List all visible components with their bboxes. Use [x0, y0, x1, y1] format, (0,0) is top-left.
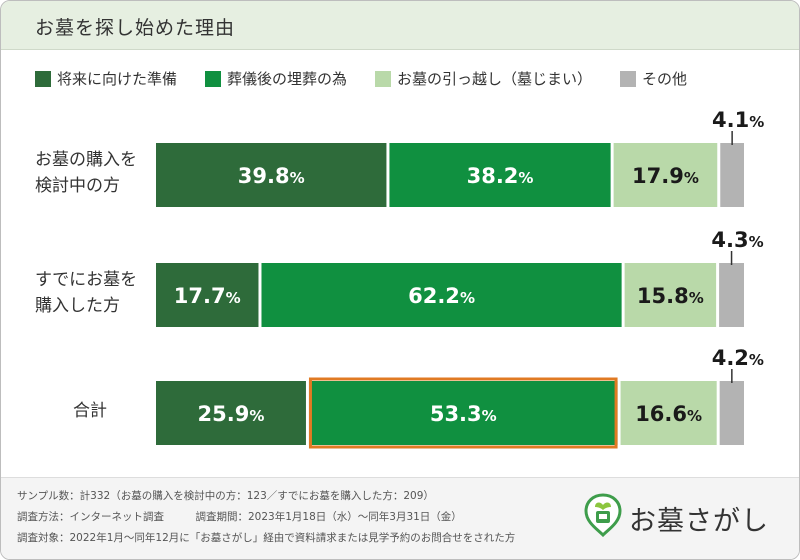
footer-note-sample: サンプル数：計332（お墓の購入を検討中の方：123／すでにお墓を購入した方：2…	[17, 490, 434, 502]
bar-segment-row0-series3	[720, 143, 744, 207]
bar-segment-row0-series0	[156, 143, 387, 207]
row-label-0: お墓の購入を 検討中の方	[35, 147, 137, 199]
data-label-row2-series0: 25.9%	[198, 402, 265, 426]
data-label-row1-series0: 17.7%	[174, 284, 241, 308]
chart-title: お墓を探し始めた理由	[35, 17, 236, 39]
bar-segment-row1-series1	[261, 263, 622, 327]
row-label-1: すでにお墓を 購入した方	[35, 267, 137, 319]
bar-segment-row1-series3	[719, 263, 744, 327]
legend-swatch	[620, 70, 637, 87]
row-label-line: 検討中の方	[35, 176, 120, 196]
highlight-frame	[308, 377, 618, 449]
row-label-line: 購入した方	[35, 296, 120, 316]
bar-segment-row0-series2	[613, 143, 718, 207]
legend: 将来に向けた準備 葬儀後の埋葬の為 お墓の引っ越し（墓じまい） その他	[35, 68, 715, 89]
data-label-row2-series1: 53.3%	[430, 402, 497, 426]
bar-segment-row0-series1	[389, 143, 611, 207]
legend-label: 将来に向けた準備	[57, 70, 178, 88]
data-label-row0-series0: 39.8%	[238, 164, 305, 188]
footer: サンプル数：計332（お墓の購入を検討中の方：123／すでにお墓を購入した方：2…	[1, 477, 799, 559]
bar-segment-row2-series3	[719, 381, 744, 445]
legend-item-series-2: お墓の引っ越し（墓じまい）	[375, 68, 592, 89]
row-label-line: お墓の購入を	[35, 150, 137, 170]
legend-label: その他	[642, 70, 688, 88]
row-label-2: 合計	[73, 398, 107, 424]
legend-label: 葬儀後の埋葬の為	[227, 70, 348, 88]
bar-segment-row2-series2	[620, 381, 717, 445]
legend-item-series-3: その他	[620, 68, 687, 89]
legend-swatch	[205, 70, 222, 87]
bar-segment-row2-series1	[308, 381, 618, 445]
row-label-line: すでにお墓を	[35, 270, 138, 290]
stacked-bar-chart: 39.8% 38.2% 17.9% 4.1% 17.7% 62.2% 15.8% 4.3% 25…	[156, 108, 764, 449]
bar-segment-row1-series0	[156, 263, 259, 327]
bar-segment-row2-series0	[156, 381, 306, 445]
data-label-row0-series1: 38.2%	[467, 164, 534, 188]
legend-swatch	[375, 70, 392, 87]
data-label-row1-series1: 62.2%	[408, 284, 475, 308]
footer-note-target: 調査対象：2022年1月～同年12月に「お墓さがし」経由で資料請求または見学予約…	[17, 532, 516, 544]
brand-logo-text: お墓さがし	[629, 506, 769, 537]
data-label-row2-series3: 4.2%	[712, 346, 764, 370]
data-label-row0-series3: 4.1%	[712, 108, 764, 132]
legend-item-series-1: 葬儀後の埋葬の為	[205, 68, 347, 89]
data-label-row2-series2: 16.6%	[635, 402, 702, 426]
footer-note-method: 調査方法：インターネット調査 調査期間：2023年1月18日（水）～同年3月31…	[17, 511, 462, 523]
legend-label: お墓の引っ越し（墓じまい）	[397, 70, 593, 88]
data-label-row1-series3: 4.3%	[711, 228, 763, 252]
row-label-line: 合計	[73, 401, 107, 421]
data-label-row0-series2: 17.9%	[632, 164, 699, 188]
legend-swatch	[35, 70, 51, 87]
data-label-row1-series2: 15.8%	[637, 284, 704, 308]
grave-leaf-logo-icon	[584, 493, 622, 537]
chart-header: お墓を探し始めた理由	[1, 1, 799, 50]
legend-item-series-0: 将来に向けた準備	[35, 68, 177, 89]
bar-segment-row1-series2	[624, 263, 717, 327]
